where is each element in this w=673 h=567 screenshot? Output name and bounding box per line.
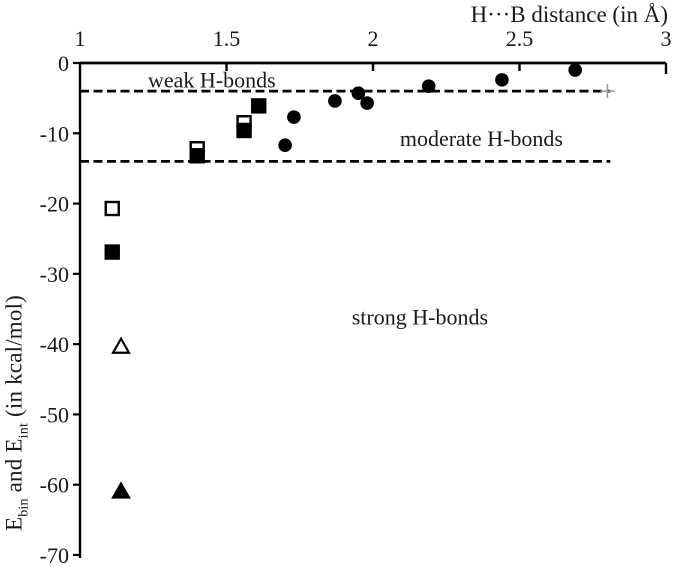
marker-filled-triangles xyxy=(111,481,131,499)
y-axis-title-part-1: E xyxy=(1,516,27,532)
x-tick-label: 1.5 xyxy=(213,26,241,51)
marker-filled-squares xyxy=(104,244,120,260)
y-axis-title-sub-bin: bin xyxy=(16,498,32,517)
plot-area: 1 1.5 2 2.5 3 0 -10 -20 -30 -40 -50 -60 -70 weak H-bo… xyxy=(40,26,672,567)
region-annotation: moderate H-bonds xyxy=(400,126,563,151)
region-annotation: weak H-bonds xyxy=(148,68,276,93)
marker-filled-squares xyxy=(189,148,205,164)
y-tick-label: -60 xyxy=(40,473,69,498)
y-axis-title-part-2: and E xyxy=(1,438,27,499)
x-tick-label: 2.5 xyxy=(506,26,534,51)
region-annotation: strong H-bonds xyxy=(352,304,488,329)
marker-open-triangles xyxy=(111,336,131,354)
y-tick-label: -50 xyxy=(40,402,69,427)
y-axis-title: Ebin and Eint (in kcal/mol) xyxy=(2,295,33,531)
marker-filled-circles xyxy=(287,110,301,124)
marker-filled-circles xyxy=(495,73,509,87)
marker-filled-circles xyxy=(351,86,366,101)
y-tick-label: -30 xyxy=(40,262,69,287)
y-axis-title-sub-int: int xyxy=(16,422,32,439)
marker-filled-circles xyxy=(278,138,292,153)
x-tick-label: 3 xyxy=(661,26,672,51)
marker-filled-circles xyxy=(568,63,582,77)
y-tick-label: 0 xyxy=(58,51,69,76)
marker-open-squares xyxy=(104,200,120,217)
marker-filled-circles xyxy=(421,79,436,93)
y-tick-label: -40 xyxy=(40,332,69,357)
x-tick-label: 1 xyxy=(75,26,86,51)
y-axis-title-part-3: (in kcal/mol) xyxy=(1,294,27,423)
x-axis-title: H···B distance (in Å) xyxy=(471,2,668,27)
marker-filled-circles xyxy=(328,94,342,108)
y-tick-label: -20 xyxy=(40,192,69,217)
marker-filled-squares xyxy=(236,122,252,139)
x-tick-label: 2 xyxy=(368,26,379,51)
marker-filled-circles xyxy=(360,96,374,110)
marker-filled-squares xyxy=(251,98,267,114)
y-tick-label: -70 xyxy=(40,543,69,567)
y-tick-label: -10 xyxy=(40,121,69,146)
